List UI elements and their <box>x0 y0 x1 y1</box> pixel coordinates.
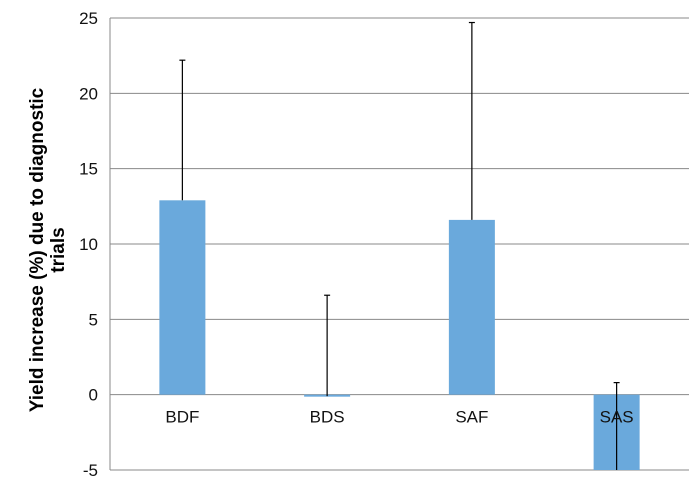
category-label: BDS <box>310 408 345 427</box>
category-label: SAF <box>455 408 488 427</box>
error-bars <box>179 21 620 470</box>
gridlines <box>109 17 689 471</box>
y-tick-label: 25 <box>79 9 98 28</box>
y-axis-ticks: -5 0 5 10 15 20 25 <box>79 9 98 478</box>
category-labels: BDF BDS SAF SAS <box>165 408 633 427</box>
category-label: SAS <box>600 408 634 427</box>
y-tick-label: 15 <box>79 160 98 179</box>
category-label: BDF <box>165 408 199 427</box>
y-axis-label-line-2: trials <box>48 227 69 272</box>
y-tick-label: 0 <box>89 386 98 405</box>
y-tick-label: 20 <box>79 84 98 103</box>
bar-saf <box>448 219 495 395</box>
bars <box>159 200 640 470</box>
bar-bdf <box>159 200 206 395</box>
y-tick-label: 5 <box>89 310 98 329</box>
y-tick-label: -5 <box>83 461 98 478</box>
y-axis-label-line-1: Yield increase (%) due to diagnostic <box>27 87 48 412</box>
y-tick-label: 10 <box>79 235 98 254</box>
